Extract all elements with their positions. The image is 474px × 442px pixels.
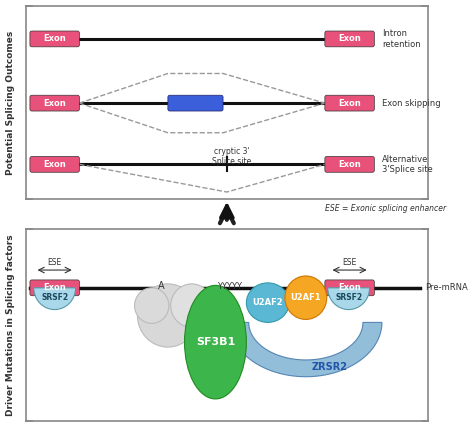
Text: U2AF2: U2AF2: [253, 298, 283, 307]
Text: ESE: ESE: [342, 258, 357, 267]
Text: U2AF1: U2AF1: [291, 293, 321, 302]
Text: ESE: ESE: [47, 258, 62, 267]
Text: Exon skipping: Exon skipping: [382, 99, 440, 107]
Text: Alternative
3'Splice site: Alternative 3'Splice site: [382, 155, 433, 174]
Text: YYYYY: YYYYY: [217, 282, 242, 291]
Text: A: A: [158, 281, 164, 291]
FancyBboxPatch shape: [168, 95, 223, 111]
Ellipse shape: [246, 283, 289, 322]
FancyBboxPatch shape: [325, 31, 374, 47]
FancyBboxPatch shape: [30, 156, 80, 172]
Text: ZRSR2: ZRSR2: [311, 362, 347, 372]
Text: Exon: Exon: [338, 99, 361, 107]
Text: SRSF2: SRSF2: [41, 293, 68, 302]
Text: SF3B1: SF3B1: [196, 337, 235, 347]
Text: cryptic 3'
Splice site: cryptic 3' Splice site: [212, 147, 251, 166]
Text: Exon: Exon: [338, 160, 361, 169]
PathPatch shape: [230, 322, 382, 377]
Circle shape: [171, 284, 213, 328]
FancyBboxPatch shape: [30, 95, 80, 111]
Wedge shape: [34, 288, 75, 309]
FancyBboxPatch shape: [325, 95, 374, 111]
FancyBboxPatch shape: [30, 31, 80, 47]
Text: Exon: Exon: [338, 283, 361, 292]
Ellipse shape: [184, 286, 246, 399]
Text: ESE = Exonic splicing enhancer: ESE = Exonic splicing enhancer: [325, 204, 446, 213]
Circle shape: [137, 284, 198, 347]
Text: Exon: Exon: [43, 283, 66, 292]
Text: Exon: Exon: [43, 34, 66, 43]
Text: Pre-mRNA: Pre-mRNA: [425, 283, 467, 292]
Text: Driver Mutations in Splicing factors: Driver Mutations in Splicing factors: [7, 234, 15, 415]
Circle shape: [285, 276, 327, 320]
Text: Exon: Exon: [43, 99, 66, 107]
Text: SRSF2: SRSF2: [335, 293, 362, 302]
Circle shape: [135, 288, 169, 324]
Text: Exon: Exon: [338, 34, 361, 43]
Text: Intron
retention: Intron retention: [382, 29, 420, 49]
Wedge shape: [328, 288, 370, 309]
Text: Exon: Exon: [43, 160, 66, 169]
FancyBboxPatch shape: [30, 280, 80, 296]
FancyBboxPatch shape: [325, 156, 374, 172]
Text: Potential Splicing Outcomes: Potential Splicing Outcomes: [7, 30, 15, 175]
FancyBboxPatch shape: [325, 280, 374, 296]
